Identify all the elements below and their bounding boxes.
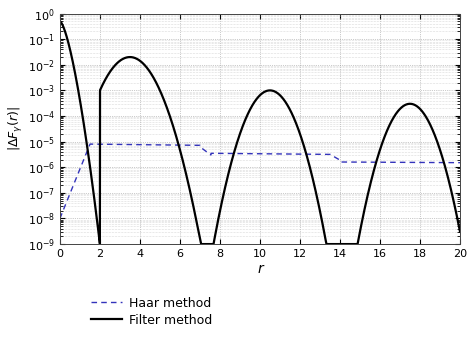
- Filter method: [57, 19, 63, 23]
- Filter method: [311, 183, 317, 187]
- Haar method: [311, 152, 317, 156]
- Filter method: [202, 242, 208, 246]
- Haar method: [354, 160, 359, 164]
- Haar method: [77, 166, 83, 171]
- Y-axis label: $|\Delta F_{\gamma}(r)|$: $|\Delta F_{\gamma}(r)|$: [7, 106, 25, 151]
- Filter method: [294, 123, 300, 127]
- Filter method: [198, 242, 204, 246]
- Haar method: [202, 148, 208, 153]
- Haar method: [294, 152, 300, 156]
- Line: Filter method: Filter method: [60, 21, 460, 244]
- Haar method: [87, 142, 93, 146]
- X-axis label: r: r: [257, 262, 263, 276]
- Haar method: [457, 161, 463, 165]
- Legend: Haar method, Filter method: Haar method, Filter method: [86, 292, 217, 332]
- Haar method: [375, 160, 381, 164]
- Line: Haar method: Haar method: [60, 144, 460, 218]
- Filter method: [375, 154, 381, 158]
- Filter method: [354, 242, 359, 246]
- Haar method: [57, 216, 63, 220]
- Filter method: [457, 230, 463, 234]
- Filter method: [77, 99, 83, 103]
